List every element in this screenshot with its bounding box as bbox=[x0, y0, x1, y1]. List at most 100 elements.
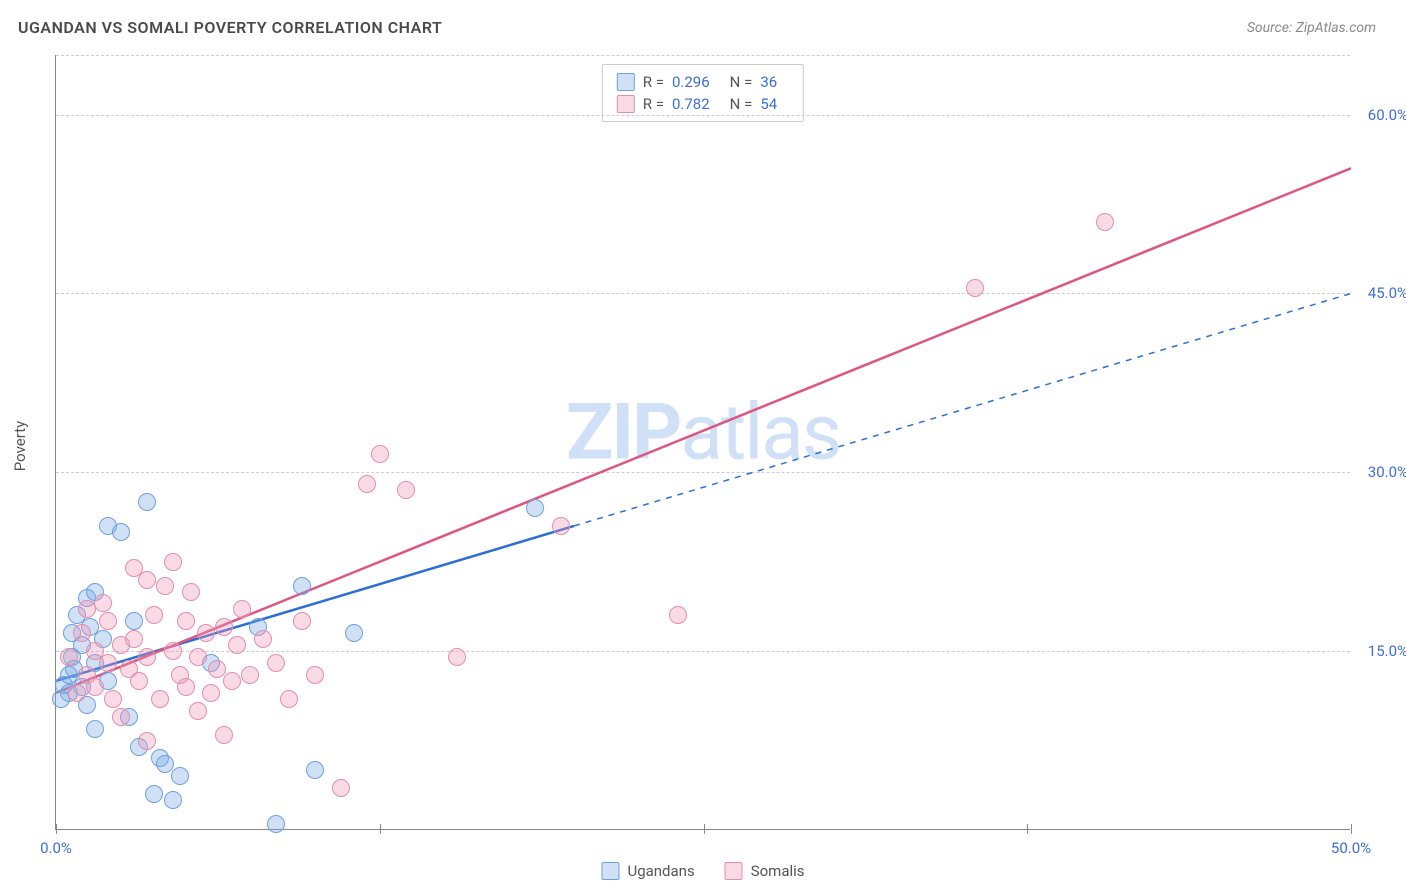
x-tick bbox=[56, 824, 57, 834]
watermark: ZIPatlas bbox=[566, 387, 840, 478]
watermark-zip: ZIP bbox=[566, 387, 680, 478]
correlation-legend: R = 0.296 N = 36 R = 0.782 N = 54 bbox=[602, 64, 804, 122]
data-point bbox=[177, 612, 195, 630]
x-tick-label: 0.0% bbox=[40, 839, 72, 857]
data-point bbox=[552, 517, 570, 535]
n-value-somalis: 54 bbox=[760, 95, 777, 113]
r-label: R = bbox=[643, 73, 664, 91]
data-point bbox=[138, 493, 156, 511]
data-point bbox=[267, 654, 285, 672]
data-point bbox=[397, 481, 415, 499]
n-label: N = bbox=[730, 95, 753, 113]
x-tick bbox=[1351, 824, 1352, 834]
chart-container: UGANDAN VS SOMALI POVERTY CORRELATION CH… bbox=[0, 0, 1406, 892]
data-point bbox=[233, 600, 251, 618]
data-point bbox=[60, 648, 78, 666]
data-point bbox=[189, 648, 207, 666]
data-point bbox=[86, 720, 104, 738]
data-point bbox=[125, 630, 143, 648]
data-point bbox=[241, 666, 259, 684]
legend-item-ugandans: Ugandans bbox=[601, 862, 694, 880]
data-point bbox=[145, 785, 163, 803]
source-label: Source: ZipAtlas.com bbox=[1247, 20, 1376, 36]
series-legend: Ugandans Somalis bbox=[601, 862, 804, 880]
chart-title: UGANDAN VS SOMALI POVERTY CORRELATION CH… bbox=[18, 18, 442, 37]
data-point bbox=[156, 755, 174, 773]
y-tick-label: 30.0% bbox=[1368, 463, 1406, 481]
r-value-somalis: 0.782 bbox=[672, 95, 710, 113]
gridline bbox=[56, 55, 1350, 56]
data-point bbox=[104, 690, 122, 708]
data-point bbox=[280, 690, 298, 708]
legend-item-somalis: Somalis bbox=[725, 862, 805, 880]
data-point bbox=[223, 672, 241, 690]
trend-line-dashed bbox=[574, 293, 1351, 526]
data-point bbox=[112, 708, 130, 726]
swatch-ugandans bbox=[601, 862, 619, 880]
trend-svg bbox=[56, 55, 1351, 830]
data-point bbox=[669, 606, 687, 624]
data-point bbox=[73, 624, 91, 642]
data-point bbox=[306, 761, 324, 779]
data-point bbox=[197, 624, 215, 642]
data-point bbox=[151, 690, 169, 708]
r-label: R = bbox=[643, 95, 664, 113]
data-point bbox=[345, 624, 363, 642]
gridline bbox=[56, 115, 1350, 116]
data-point bbox=[164, 553, 182, 571]
y-tick-label: 60.0% bbox=[1368, 106, 1406, 124]
data-point bbox=[202, 684, 220, 702]
x-tick bbox=[704, 824, 705, 834]
data-point bbox=[156, 577, 174, 595]
data-point bbox=[358, 475, 376, 493]
gridline bbox=[56, 472, 1350, 473]
data-point bbox=[130, 672, 148, 690]
swatch-somalis bbox=[725, 862, 743, 880]
data-point bbox=[171, 767, 189, 785]
n-label: N = bbox=[730, 73, 753, 91]
data-point bbox=[112, 523, 130, 541]
trend-line bbox=[56, 168, 1351, 693]
x-tick bbox=[1027, 824, 1028, 834]
legend-label-somalis: Somalis bbox=[751, 862, 805, 880]
data-point bbox=[293, 577, 311, 595]
watermark-atlas: atlas bbox=[680, 387, 840, 478]
data-point bbox=[293, 612, 311, 630]
data-point bbox=[1096, 213, 1114, 231]
data-point bbox=[306, 666, 324, 684]
data-point bbox=[332, 779, 350, 797]
swatch-ugandans bbox=[617, 73, 635, 91]
data-point bbox=[99, 612, 117, 630]
data-point bbox=[215, 618, 233, 636]
plot-area: ZIPatlas R = 0.296 N = 36 R = 0.782 N = … bbox=[55, 55, 1350, 830]
legend-label-ugandans: Ugandans bbox=[627, 862, 694, 880]
data-point bbox=[138, 648, 156, 666]
data-point bbox=[208, 660, 226, 678]
data-point bbox=[182, 583, 200, 601]
n-value-ugandans: 36 bbox=[760, 73, 777, 91]
y-axis-title: Poverty bbox=[11, 421, 29, 471]
gridline bbox=[56, 651, 1350, 652]
data-point bbox=[177, 678, 195, 696]
x-tick bbox=[380, 824, 381, 834]
data-point bbox=[86, 678, 104, 696]
data-point bbox=[215, 726, 233, 744]
data-point bbox=[228, 636, 246, 654]
data-point bbox=[448, 648, 466, 666]
data-point bbox=[94, 594, 112, 612]
data-point bbox=[164, 642, 182, 660]
swatch-somalis bbox=[617, 95, 635, 113]
data-point bbox=[371, 445, 389, 463]
trend-line bbox=[56, 526, 574, 681]
legend-row-somalis: R = 0.782 N = 54 bbox=[617, 93, 789, 115]
data-point bbox=[145, 606, 163, 624]
r-value-ugandans: 0.296 bbox=[672, 73, 710, 91]
legend-row-ugandans: R = 0.296 N = 36 bbox=[617, 71, 789, 93]
data-point bbox=[99, 654, 117, 672]
data-point bbox=[189, 702, 207, 720]
y-tick-label: 15.0% bbox=[1368, 642, 1406, 660]
x-tick-label: 50.0% bbox=[1331, 839, 1371, 857]
data-point bbox=[267, 815, 285, 833]
data-point bbox=[138, 571, 156, 589]
data-point bbox=[125, 612, 143, 630]
